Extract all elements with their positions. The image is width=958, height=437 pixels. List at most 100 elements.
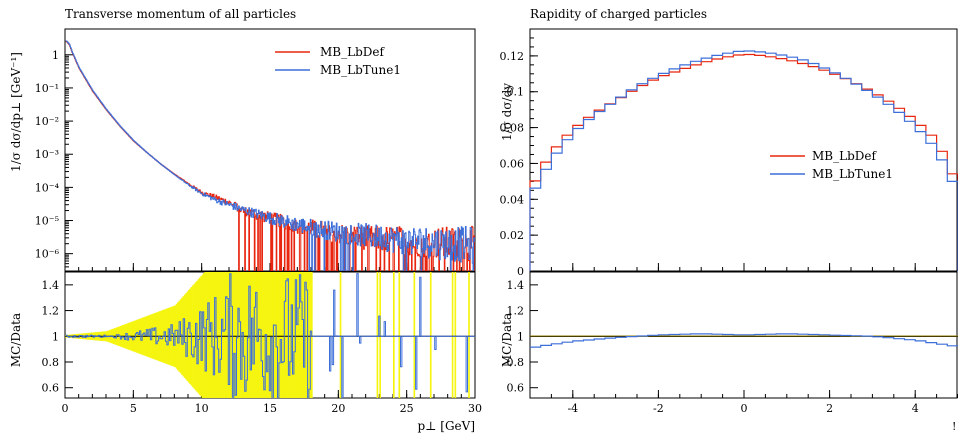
left-y-tick-label: 10⁻⁶: [35, 248, 60, 261]
left-ratio-band: [279, 272, 282, 398]
left-ratio-band: [207, 272, 209, 398]
right-y-tick-label: 0.02: [500, 229, 525, 242]
left-ratio-band: [268, 272, 271, 398]
left-ratio-band: [413, 272, 416, 398]
left-x-tick-label: 0: [62, 402, 69, 415]
left-legend-label-lbdef: MB_LbDef: [320, 45, 385, 59]
left-ratio-band: [218, 272, 220, 398]
left-ratio-band: [280, 272, 283, 398]
right-y-tick-label: 0: [517, 265, 524, 278]
right-ratio-y-label: MC/Data: [500, 313, 514, 367]
left-ratio-band: [254, 272, 257, 398]
left-y-tick-label: 10⁻²: [35, 115, 59, 128]
left-ratio-band: [208, 272, 211, 398]
right-y-axis-label: 1/σ dσ/dy: [500, 83, 514, 141]
right-ratio-series: [530, 333, 958, 348]
left-ratio-band: [230, 272, 233, 398]
right-ratio-tick-label: 0.6: [507, 382, 525, 395]
left-ratio-band: [293, 272, 295, 398]
left-y-tick-label: 10⁻⁵: [35, 215, 59, 228]
left-ratio-band: [233, 272, 235, 398]
left-ratio-band: [339, 272, 342, 398]
left-ratio-band: [305, 272, 308, 398]
left-ratio-series: [65, 273, 475, 398]
left-ratio-band: [219, 272, 222, 398]
right-series-lbtune1: [529, 50, 958, 271]
left-ratio-band: [222, 272, 224, 398]
left-series-line: [65, 40, 475, 271]
left-x-tick-label: 15: [263, 402, 277, 415]
left-y-tick-label: 10⁻³: [35, 148, 59, 161]
left-ratio-band: [295, 272, 298, 398]
right-x-tick-label: 0: [741, 402, 748, 415]
left-ratio-band: [224, 272, 227, 398]
left-ratio-tick-label: 1.4: [42, 279, 60, 292]
right-edge-label: !: [952, 420, 956, 433]
left-ratio-band: [468, 272, 470, 398]
left-x-tick-label: 5: [130, 402, 137, 415]
right-series-lbdef: [529, 53, 958, 271]
left-ratio-band: [223, 272, 226, 398]
right-x-tick-label: -2: [653, 402, 664, 415]
left-ratio-band: [216, 272, 219, 398]
left-legend-label-lbtune1: MB_LbTune1: [320, 63, 401, 77]
left-x-tick-label: 10: [195, 402, 209, 415]
left-ratio-band: [235, 272, 238, 398]
left-y-axis-label: 1/σ dσ/dp⊥ [GeV⁻¹]: [9, 52, 23, 172]
right-x-tick-label: -4: [567, 402, 578, 415]
left-y-tick-label: 10⁻⁴: [35, 181, 60, 194]
right-ratio-tick-label: 1: [517, 330, 524, 343]
left-ratio-band: [270, 272, 272, 398]
left-ratio-band: [244, 272, 246, 398]
left-ratio-band: [376, 272, 379, 398]
right-ratio-tick-label: 1.2: [507, 305, 525, 318]
right-legend: MB_LbDef MB_LbTune1: [770, 149, 893, 181]
left-ratio-band: [285, 272, 287, 398]
left-ratio-band: [297, 272, 299, 398]
left-ratio-band: [278, 272, 280, 398]
left-ratio-band: [234, 272, 237, 398]
left-ratio-band: [245, 272, 248, 398]
left-x-tick-label: 20: [331, 402, 345, 415]
left-ratio-series-group: [65, 273, 475, 398]
left-ratio-band: [246, 272, 249, 398]
left-ratio-band: [203, 273, 205, 398]
left-ratio-band: [209, 272, 212, 398]
left-ratio-band: [454, 272, 457, 398]
left-y-tick-label: 10⁻¹: [35, 82, 59, 95]
left-ratio-tick-label: 0.6: [42, 382, 60, 395]
left-legend: MB_LbDef MB_LbTune1: [275, 45, 401, 77]
left-ratio-band: [276, 272, 279, 398]
left-ratio-band: [393, 272, 395, 398]
left-chart-title: Transverse momentum of all particles: [65, 7, 296, 21]
right-chart-title: Rapidity of charged particles: [530, 7, 707, 21]
left-ratio-band: [451, 272, 454, 398]
left-ratio-band: [261, 272, 264, 398]
left-ratio-band: [429, 272, 432, 398]
left-ratio-band: [289, 272, 291, 398]
left-ratio-band: [282, 272, 284, 398]
left-ratio-band: [300, 272, 302, 398]
left-y-tick-label: 1: [52, 49, 59, 62]
left-ratio-band: [274, 272, 276, 398]
left-ratio-band: [271, 272, 274, 398]
left-ratio-band: [308, 272, 310, 398]
left-x-tick-label: 30: [468, 402, 482, 415]
right-x-tick-label: 4: [912, 402, 919, 415]
left-ratio-tick-label: 0.8: [42, 356, 60, 369]
right-main-frame: [529, 28, 958, 272]
left-ratio-band: [263, 272, 265, 398]
left-ratio-tick-label: 1.2: [42, 305, 60, 318]
left-ratio-band: [301, 272, 304, 398]
right-y-tick-label: 0.12: [500, 50, 525, 63]
left-series-lbtune1: [65, 40, 475, 271]
right-ratio-tick-label: 1.4: [507, 279, 525, 292]
right-y-tick-label: 0.06: [500, 157, 525, 170]
right-ratio-tick-label: 0.8: [507, 356, 525, 369]
left-ratio-band: [226, 272, 228, 398]
right-legend-label-lbdef: MB_LbDef: [812, 149, 877, 163]
right-y-tick-label: 0.1: [507, 86, 525, 99]
right-legend-label-lbtune1: MB_LbTune1: [812, 167, 893, 181]
left-ratio-band: [398, 272, 401, 398]
